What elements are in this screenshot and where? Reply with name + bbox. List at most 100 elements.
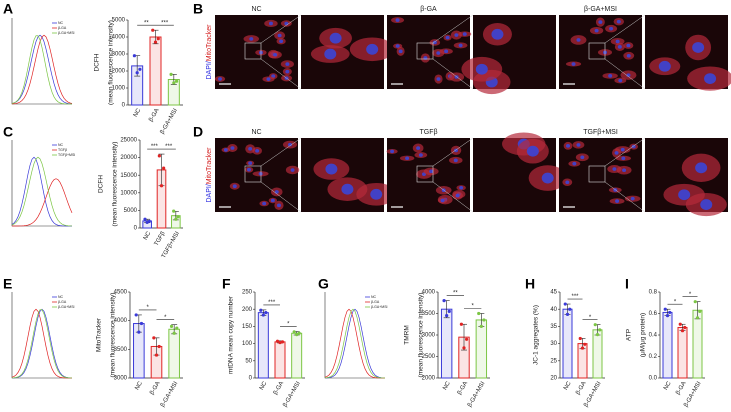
bar: [168, 328, 180, 379]
y-axis-label: ATP: [626, 329, 633, 341]
sig-label: ***: [151, 144, 159, 150]
nucleus: [620, 147, 625, 152]
data-point: [693, 300, 697, 304]
flow-curve: [11, 34, 73, 105]
y-tick-label: 0.0: [649, 376, 658, 382]
nucleus: [453, 158, 458, 163]
nucleus: [290, 168, 295, 172]
nucleus: [695, 162, 708, 174]
nucleus: [630, 196, 635, 201]
nucleus: [615, 199, 620, 203]
y-tick-label: 5000: [112, 18, 126, 24]
y-tick-label: 0.2: [649, 354, 658, 360]
y-tick-label: 5000: [124, 208, 138, 214]
x-tick-label: NC: [143, 230, 153, 241]
y-axis-label: (mean fluorescence intensity): [418, 293, 425, 378]
nucleus: [615, 39, 620, 44]
x-tick-label: β-GA: [675, 381, 687, 396]
y-tick-label: 0.6: [649, 311, 658, 317]
data-point: [565, 312, 570, 316]
data-point: [665, 314, 670, 318]
nucleus: [274, 190, 279, 194]
y-axis-label: MitoTracker: [96, 317, 103, 352]
panel-letter: I: [625, 276, 629, 292]
flow-curve: [324, 308, 386, 379]
legend-label: TGFβ: [58, 148, 67, 152]
nucleus: [475, 63, 488, 75]
data-point: [482, 318, 486, 322]
stain-part: DAPI/: [206, 61, 213, 79]
zoom-box: [244, 42, 262, 60]
legend-label: β-GA: [58, 300, 67, 304]
sig-label: **: [453, 291, 458, 297]
y-tick-label: 1000: [112, 86, 126, 92]
zoom-line: [432, 14, 474, 44]
data-point: [280, 340, 285, 344]
y-tick-label: 0: [122, 103, 126, 109]
nucleus: [598, 20, 603, 24]
data-point: [445, 314, 449, 318]
y-tick-label: 4000: [422, 290, 436, 296]
y-axis-label: DCFH: [98, 175, 105, 193]
x-tick-label: β-GA: [273, 381, 285, 396]
stain-part: MitoTracker: [206, 24, 213, 61]
y-tick-label: 4000: [114, 318, 128, 324]
nucleus: [576, 143, 581, 147]
data-point: [698, 309, 702, 313]
y-axis-label: DCFH: [94, 53, 101, 71]
data-point: [152, 336, 156, 340]
nucleus: [572, 161, 577, 166]
data-point: [138, 67, 142, 71]
nucleus: [658, 60, 671, 72]
nucleus: [325, 163, 338, 175]
nucleus: [594, 28, 599, 33]
data-point: [154, 353, 159, 357]
nucleus: [580, 155, 585, 160]
legend-label: NC: [371, 295, 377, 299]
nucleus: [614, 151, 619, 155]
x-tick-label: β-GA: [575, 381, 587, 396]
data-point: [143, 217, 147, 221]
y-tick-label: 3000: [114, 376, 128, 382]
sig-label: *: [589, 315, 592, 321]
sig-label: ***: [571, 294, 579, 300]
data-point: [275, 339, 280, 343]
nucleus: [324, 48, 337, 60]
nucleus: [704, 73, 717, 84]
y-axis-label: (mean fluorescence intensity): [112, 142, 119, 227]
x-tick-label: β-GA: [149, 381, 161, 396]
panel-letter: G: [318, 276, 329, 292]
panel-letter: A: [3, 1, 13, 17]
stain-label: DAPI/MitoTracker: [206, 24, 213, 80]
nucleus: [248, 147, 253, 151]
flow-curve: [11, 156, 73, 227]
data-point: [172, 209, 176, 213]
data-point: [169, 324, 174, 328]
nucleus: [631, 144, 636, 149]
y-tick-label: 15000: [120, 173, 137, 179]
data-point: [668, 310, 672, 315]
legend-label: TGFβ+MSI: [58, 153, 75, 157]
data-point: [459, 322, 463, 326]
nucleus: [454, 148, 459, 153]
panel-letter: D: [193, 124, 203, 140]
y-tick-label: 20: [550, 376, 557, 382]
x-tick-label: β-GA+MSI: [467, 381, 487, 409]
y-tick-label: 0: [249, 376, 253, 382]
nucleus: [398, 49, 403, 54]
data-point: [259, 308, 263, 312]
legend-label: β-GA+MSI: [58, 31, 75, 35]
data-point: [578, 336, 582, 341]
group-label: TGFβ: [419, 129, 437, 136]
zoom-box: [244, 165, 262, 183]
x-tick-label: NC: [663, 380, 673, 391]
flow-curve: [11, 156, 73, 227]
data-point: [134, 313, 138, 317]
sig-label: *: [471, 304, 474, 310]
y-tick-label: 35: [550, 324, 557, 330]
nucleus: [370, 188, 383, 200]
data-point: [157, 344, 161, 349]
data-point: [447, 309, 451, 313]
bar: [149, 36, 162, 106]
nucleus: [287, 142, 292, 147]
